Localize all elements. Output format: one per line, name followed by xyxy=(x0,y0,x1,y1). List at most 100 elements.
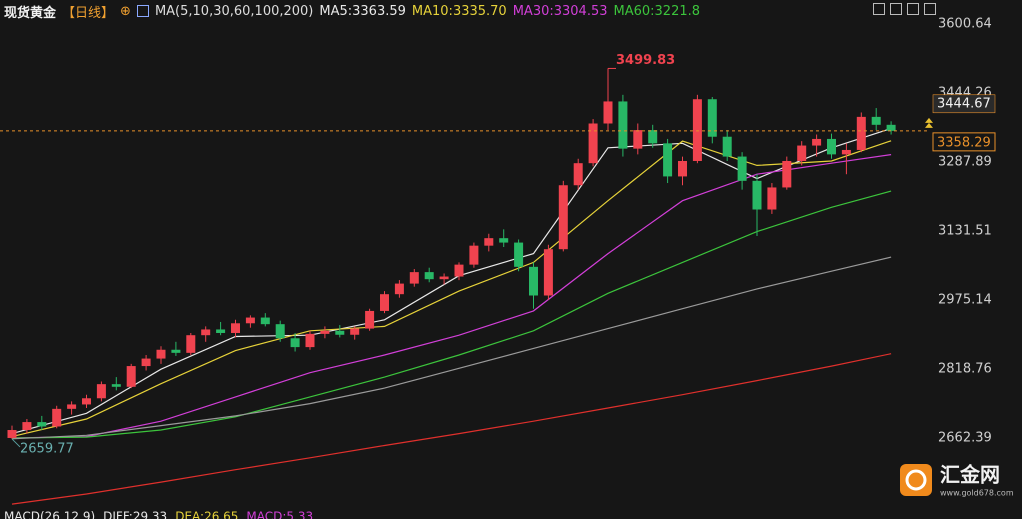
candle-body xyxy=(767,187,777,210)
candle-body xyxy=(529,266,538,296)
macd-label: DEA:26.65 xyxy=(175,510,238,519)
candle-body xyxy=(290,338,300,348)
candle-body xyxy=(111,384,121,387)
candle-body xyxy=(67,404,77,409)
candle-body xyxy=(126,366,136,387)
tool-button[interactable] xyxy=(907,3,919,15)
tool-button[interactable] xyxy=(890,3,902,15)
y-tick-label: 2975.14 xyxy=(938,292,992,307)
candle-body xyxy=(573,163,583,186)
candle-body xyxy=(454,264,464,277)
candle-body xyxy=(692,99,702,161)
candle-body xyxy=(37,422,47,427)
candle-body xyxy=(797,145,807,161)
toolbar xyxy=(873,3,936,15)
candle-body xyxy=(543,249,553,296)
cursor-price-label: 3444.67 xyxy=(937,96,991,111)
tool-button[interactable] xyxy=(924,3,936,15)
legend-entry: MA30:3304.53 xyxy=(512,3,608,19)
candle-body xyxy=(350,328,360,335)
legend-entry: MA10:3335.70 xyxy=(411,3,507,19)
candle-body xyxy=(648,130,658,144)
y-tick-label: 3131.51 xyxy=(938,223,992,238)
candle-body xyxy=(678,160,687,177)
candle-body xyxy=(380,294,389,311)
candle-body xyxy=(260,317,270,325)
candle-body xyxy=(514,242,524,267)
candle-body xyxy=(484,238,494,246)
candle-body xyxy=(171,349,181,353)
candle-body xyxy=(737,156,747,181)
candle-body xyxy=(275,324,285,339)
y-tick-label: 3287.89 xyxy=(938,154,992,169)
candle-body xyxy=(96,384,106,399)
logo-ring xyxy=(905,469,927,491)
candle-body xyxy=(52,408,62,427)
candle-body xyxy=(827,138,836,155)
period: 【日线】 xyxy=(62,5,115,21)
candle-body xyxy=(588,123,598,164)
y-tick-label: 3600.64 xyxy=(938,16,992,31)
candle-body xyxy=(305,333,315,348)
candle-body xyxy=(7,430,17,438)
candle-body xyxy=(782,160,792,188)
tool-button[interactable] xyxy=(873,3,885,15)
low-annotation: 2659.77 xyxy=(20,441,74,456)
candle-body xyxy=(603,101,613,124)
candle-body xyxy=(320,330,330,334)
macd-label: DIFF:29.33 xyxy=(103,510,167,519)
candle-body xyxy=(812,138,822,146)
candle-body xyxy=(335,330,345,335)
cursor-price-box xyxy=(932,94,996,114)
indicator-icon[interactable] xyxy=(136,5,149,17)
candle-body xyxy=(886,124,896,131)
candle-body xyxy=(394,283,404,295)
candle-body xyxy=(439,276,449,280)
add-icon[interactable]: ⊕ xyxy=(120,3,131,19)
header: 现货黄金 【日线】 ⊕ MA(5,10,30,60,100,200) MA5:3… xyxy=(4,2,701,21)
candle-body xyxy=(82,398,91,405)
last-price-label: 3358.29 xyxy=(937,135,991,150)
candle-body xyxy=(752,180,762,210)
candle-body xyxy=(499,238,509,243)
candle-body xyxy=(856,116,866,150)
candle-body xyxy=(409,272,419,284)
last-price-arrow xyxy=(925,117,933,128)
candle-body xyxy=(841,149,851,155)
candle-body xyxy=(871,116,881,125)
indicator: MA(5,10,30,60,100,200) xyxy=(154,3,314,19)
ma-line xyxy=(11,140,892,438)
title: 现货黄金 xyxy=(4,5,57,21)
legend-entry: MA60:3221.8 xyxy=(613,3,701,19)
y-tick-label: 2818.76 xyxy=(938,361,992,376)
macd-label: MACD:5.33 xyxy=(246,510,313,519)
last-price-box xyxy=(932,132,996,152)
candle-body xyxy=(201,329,211,336)
candle-body xyxy=(245,317,255,324)
logo-url: www.gold678.com xyxy=(940,489,1014,498)
candle-body xyxy=(156,349,166,359)
candle-body xyxy=(618,101,628,149)
candle-body xyxy=(141,358,151,367)
ma-line xyxy=(11,353,892,505)
y-tick-label: 2662.39 xyxy=(938,430,992,445)
logo-name: 汇金网 xyxy=(940,463,1000,487)
candle-body xyxy=(22,422,32,431)
candle-body xyxy=(186,335,196,353)
candle-body xyxy=(469,245,479,265)
candle-body xyxy=(722,136,732,157)
candle-body xyxy=(365,310,375,329)
candle-body xyxy=(558,185,568,250)
logo-box xyxy=(900,464,932,496)
macd-label: MACD(26,12,9) xyxy=(4,510,95,519)
candle-body xyxy=(707,99,717,137)
candle-body xyxy=(424,272,434,280)
candle-body xyxy=(216,329,226,333)
ma-line xyxy=(11,154,892,439)
candle-body xyxy=(663,143,673,177)
high-annotation: 3499.83 xyxy=(616,53,675,68)
legend-entry: MA5:3363.59 xyxy=(319,3,406,19)
